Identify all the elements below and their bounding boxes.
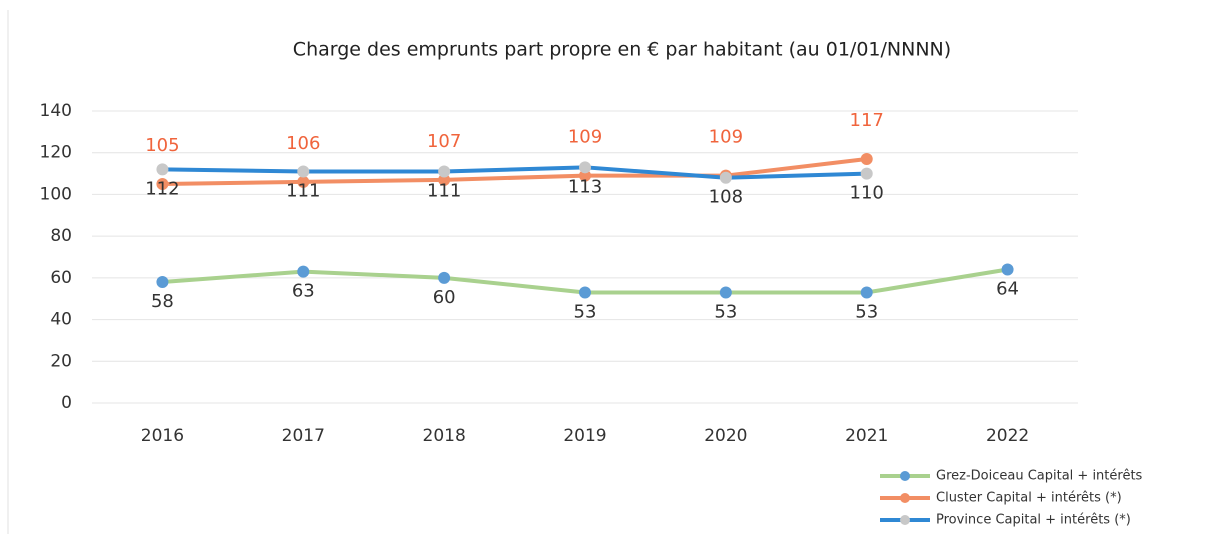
- data-label: 64: [996, 279, 1019, 300]
- y-tick-label: 100: [40, 184, 72, 204]
- data-point: [156, 163, 169, 176]
- data-label: 58: [151, 291, 174, 312]
- legend-marker: [900, 515, 910, 525]
- legend-marker: [900, 471, 910, 481]
- y-tick-label: 60: [50, 268, 72, 288]
- data-point: [438, 173, 451, 186]
- data-label: 107: [427, 131, 461, 152]
- data-point: [579, 286, 591, 299]
- data-label: 111: [427, 180, 461, 201]
- data-label: 110: [850, 183, 884, 204]
- data-label: 106: [286, 133, 320, 154]
- data-point: [156, 178, 169, 190]
- data-point: [579, 169, 591, 182]
- x-tick-label: 2017: [282, 426, 325, 446]
- data-label: 53: [714, 301, 737, 322]
- data-label: 112: [145, 178, 179, 199]
- data-point: [860, 286, 873, 299]
- data-point: [438, 271, 451, 284]
- y-tick-label: 140: [40, 101, 72, 121]
- data-point: [297, 175, 310, 188]
- data-label: 53: [855, 301, 878, 322]
- y-tick-label: 120: [40, 143, 72, 163]
- data-label: 117: [850, 110, 884, 131]
- y-tick-label: 40: [50, 310, 72, 330]
- data-label: 53: [574, 301, 597, 322]
- data-label: 113: [568, 176, 602, 197]
- y-tick-label: 0: [61, 393, 72, 413]
- x-tick-label: 2022: [986, 426, 1029, 446]
- y-tick-label: 20: [50, 351, 72, 371]
- data-label: 105: [145, 135, 179, 156]
- data-point: [438, 165, 451, 178]
- data-label: 109: [568, 127, 602, 148]
- data-point: [1001, 263, 1014, 276]
- x-tick-label: 2021: [845, 426, 888, 446]
- data-point: [860, 152, 873, 165]
- x-tick-label: 2019: [563, 426, 606, 446]
- data-label: 109: [709, 127, 743, 148]
- data-label: 60: [433, 287, 456, 308]
- legend-label: Cluster Capital + intérêts (*): [936, 491, 1122, 506]
- x-tick-label: 2020: [704, 426, 747, 446]
- series-line: [162, 165, 867, 180]
- data-label: 108: [709, 187, 743, 208]
- data-point: [719, 286, 732, 299]
- legend-label: Grez-Doiceau Capital + intérêts: [936, 469, 1143, 484]
- data-label: 111: [286, 180, 320, 201]
- data-point: [297, 265, 310, 278]
- data-point: [860, 167, 873, 180]
- y-tick-label: 80: [50, 226, 72, 246]
- data-label: 63: [292, 281, 315, 302]
- x-tick-label: 2016: [141, 426, 184, 446]
- series-line: [162, 156, 867, 186]
- data-point: [156, 276, 169, 289]
- data-point: [579, 161, 591, 174]
- data-point: [297, 165, 310, 178]
- data-point: [719, 171, 732, 184]
- legend-marker: [900, 493, 910, 503]
- x-tick-label: 2018: [423, 426, 466, 446]
- legend-label: Province Capital + intérêts (*): [936, 513, 1131, 528]
- chart-title: Charge des emprunts part propre en € par…: [293, 39, 951, 61]
